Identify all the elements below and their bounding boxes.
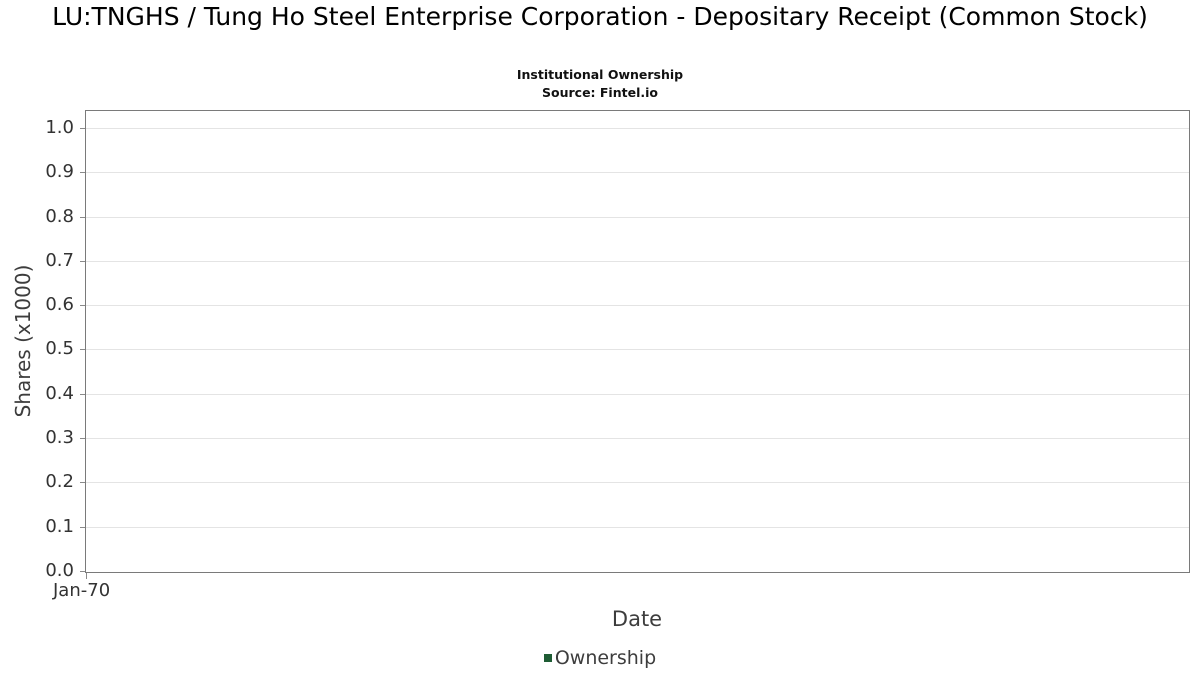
gridline-y-0.3 (86, 438, 1189, 439)
y-axis-title: Shares (x1000) (11, 264, 35, 418)
y-tick-label-0.3: 0.3 (45, 427, 74, 448)
chart-title-text: LU:TNGHS / Tung Ho Steel Enterprise Corp… (52, 2, 1148, 31)
gridline-y-0.6 (86, 305, 1189, 306)
y-tick-label-0.2: 0.2 (45, 471, 74, 492)
chart-source-note: Source: Fintel.io (542, 85, 658, 100)
legend-swatch-icon (543, 654, 552, 662)
y-tick-mark-0.1 (80, 527, 85, 528)
legend-item-ownership: Ownership (543, 647, 657, 669)
y-tick-label-0.4: 0.4 (45, 383, 74, 404)
y-tick-label-0.0: 0.0 (45, 560, 74, 581)
gridline-y-0.5 (86, 349, 1189, 350)
y-tick-mark-0.3 (80, 438, 85, 439)
gridline-y-0.4 (86, 394, 1189, 395)
y-tick-mark-0.5 (80, 349, 85, 350)
gridline-y-0.7 (86, 261, 1189, 262)
legend-label: Ownership (554, 647, 657, 669)
y-tick-mark-0.0 (80, 571, 85, 572)
x-tick-mark-Jan-70 (86, 573, 87, 579)
gridline-y-1.0 (86, 128, 1189, 129)
y-tick-mark-0.9 (80, 172, 85, 173)
y-tick-mark-0.2 (80, 482, 85, 483)
chart-subtitle: Institutional Ownership (516, 67, 684, 82)
y-tick-label-1.0: 1.0 (45, 117, 74, 138)
gridline-y-0.8 (86, 217, 1189, 218)
chart-legend: Ownership (0, 647, 1200, 669)
chart-title: LU:TNGHS / Tung Ho Steel Enterprise Corp… (0, 2, 1200, 32)
y-tick-label-0.6: 0.6 (45, 294, 74, 315)
y-tick-mark-1.0 (80, 128, 85, 129)
y-tick-mark-0.4 (80, 394, 85, 395)
gridline-y-0.1 (86, 527, 1189, 528)
y-tick-label-0.7: 0.7 (45, 250, 74, 271)
y-tick-label-0.1: 0.1 (45, 516, 74, 537)
gridline-y-0.2 (86, 482, 1189, 483)
y-tick-label-0.5: 0.5 (45, 338, 74, 359)
y-tick-mark-0.8 (80, 217, 85, 218)
x-axis-title: Date (611, 607, 663, 631)
y-tick-mark-0.6 (80, 305, 85, 306)
x-tick-label: Jan-70 (53, 580, 111, 601)
gridline-y-0.9 (86, 172, 1189, 173)
y-tick-label-0.8: 0.8 (45, 206, 74, 227)
y-tick-label-0.9: 0.9 (45, 161, 74, 182)
plot-area (80, 110, 1190, 579)
y-tick-mark-0.7 (80, 261, 85, 262)
